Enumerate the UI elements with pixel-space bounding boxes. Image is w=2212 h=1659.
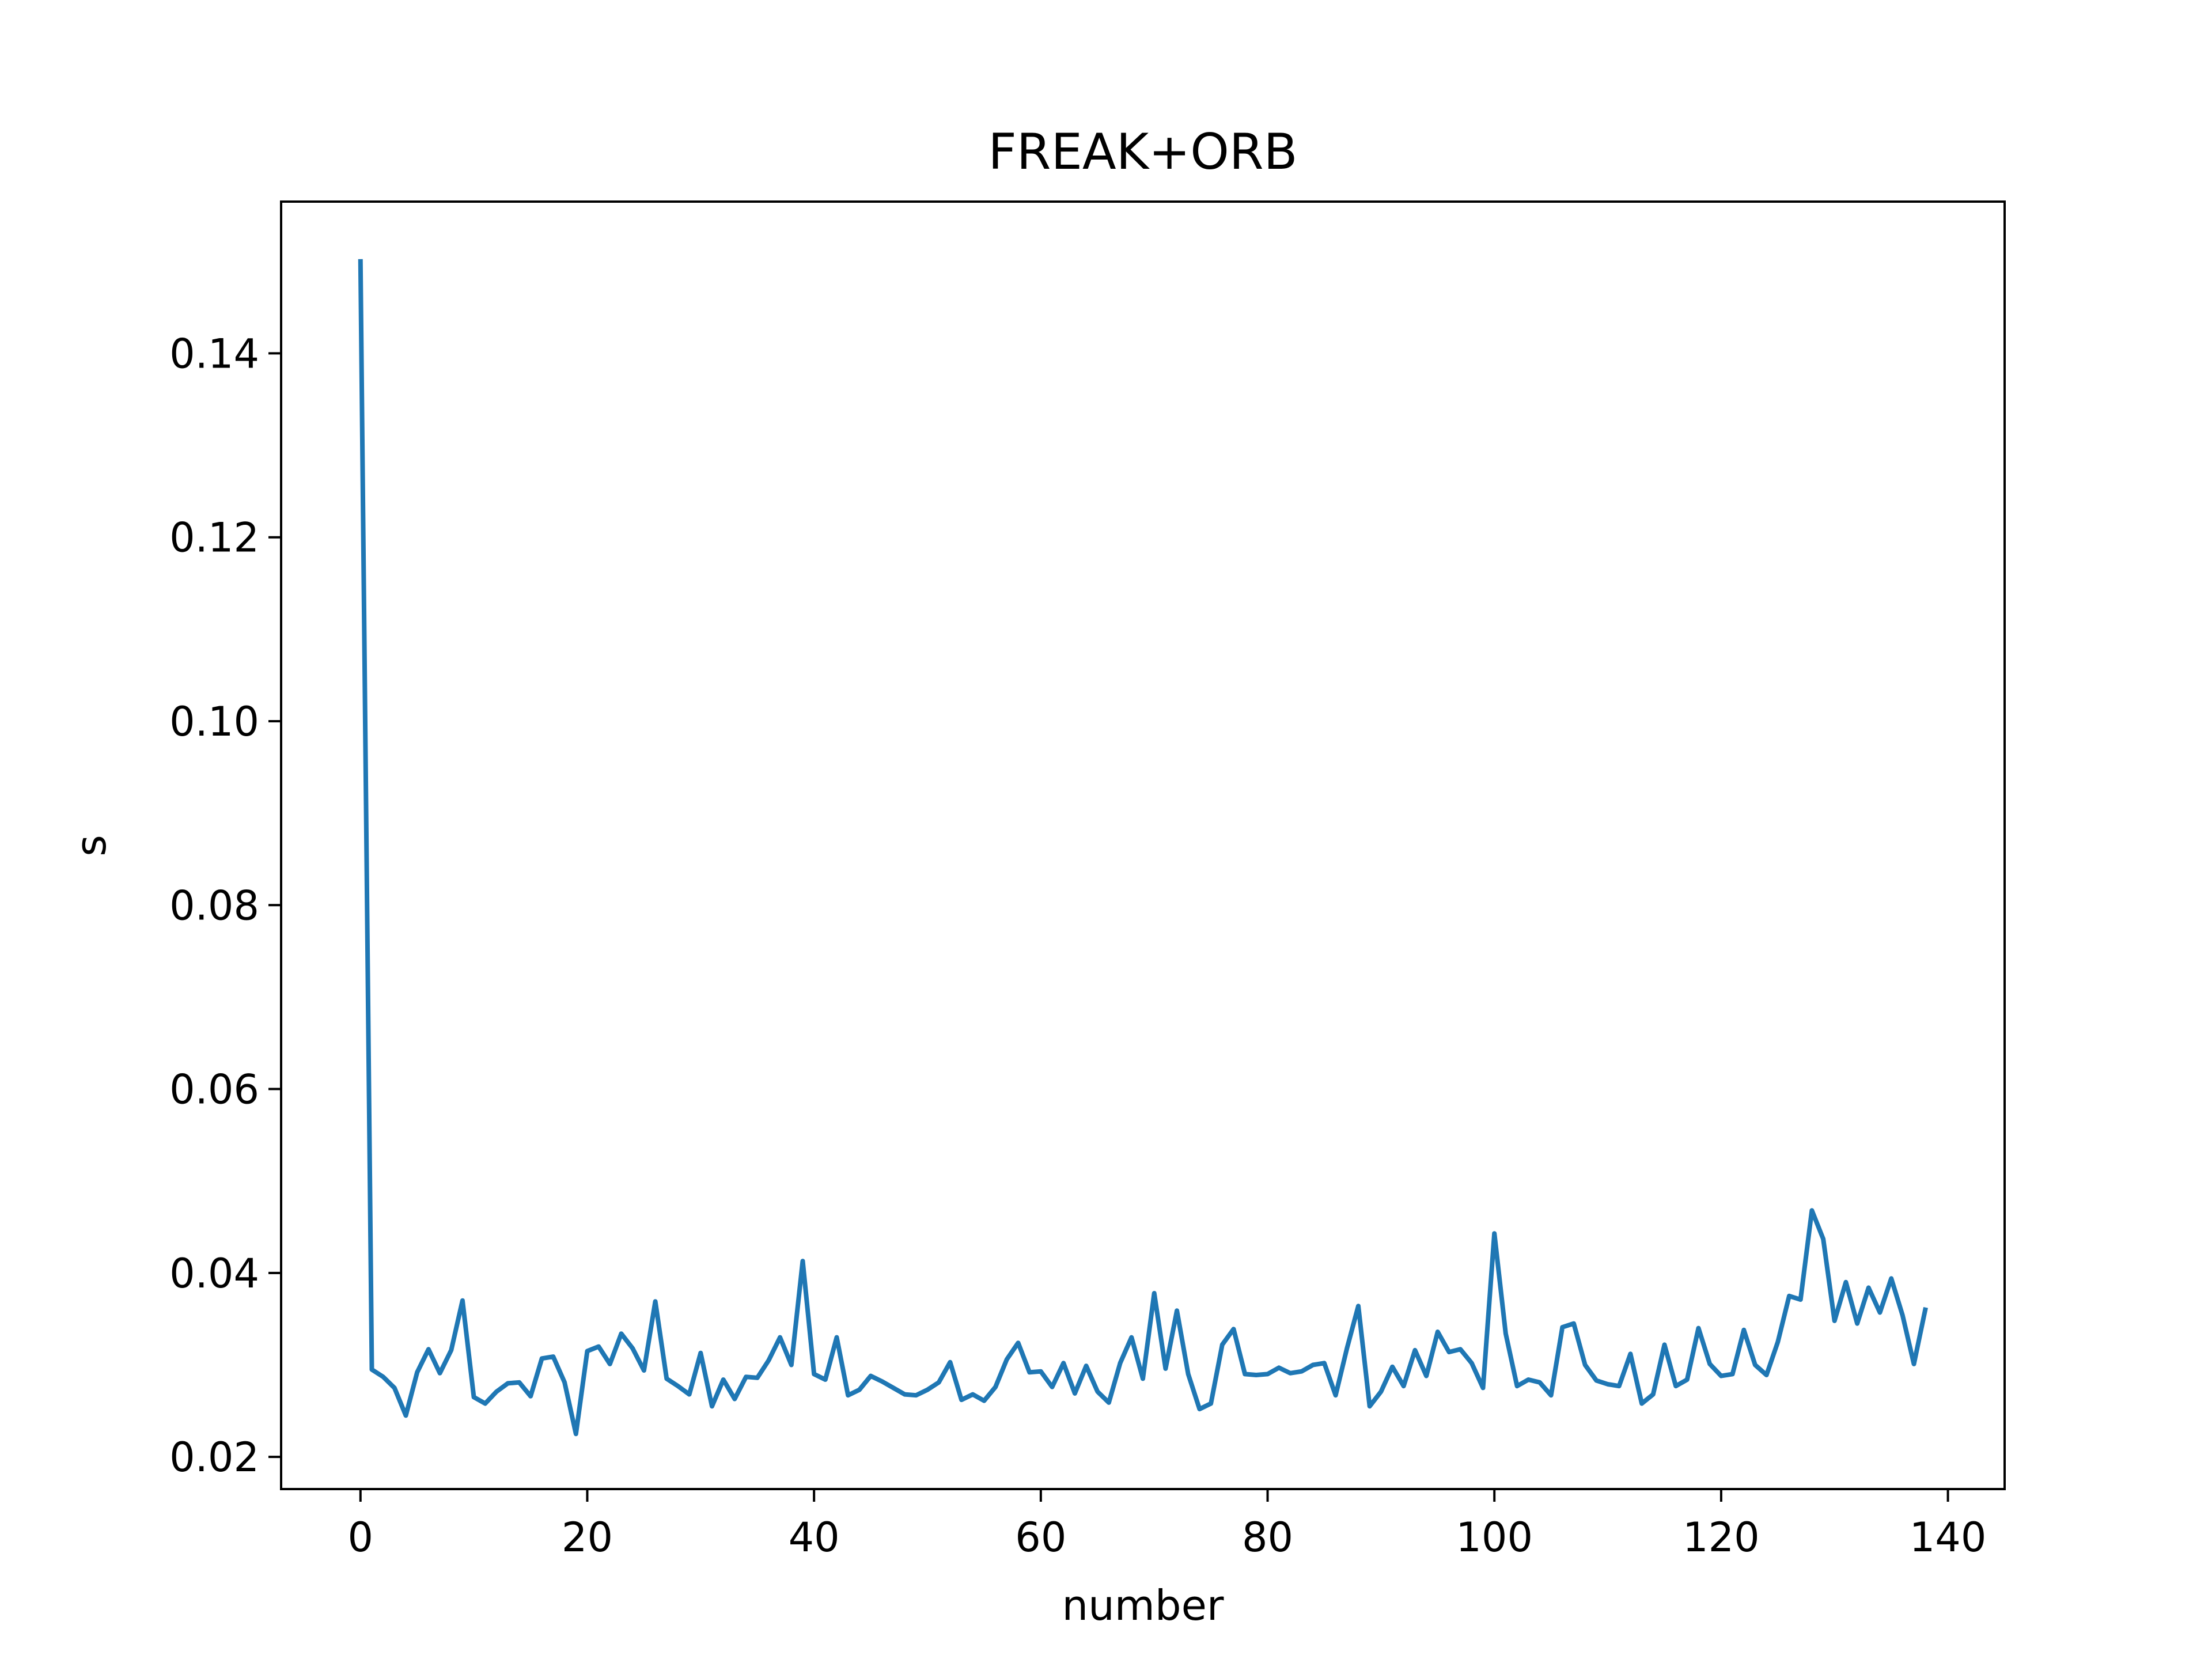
x-axis: 0 20 40 60 80 100 120 140: [348, 1489, 1987, 1561]
x-tick-label: 40: [789, 1514, 840, 1561]
y-tick-label: 0.14: [169, 330, 259, 377]
x-tick-label: 80: [1242, 1514, 1293, 1561]
y-tick-label: 0.08: [169, 882, 259, 929]
series-line: [358, 259, 1928, 1437]
y-axis-label: s: [67, 835, 115, 857]
x-tick-label: 20: [562, 1514, 613, 1561]
plot-area: [358, 259, 1928, 1437]
y-tick-label: 0.02: [169, 1434, 259, 1481]
x-tick-label: 140: [1910, 1514, 1987, 1561]
x-tick-label: 0: [348, 1514, 374, 1561]
x-tick-label: 100: [1456, 1514, 1533, 1561]
y-tick-label: 0.12: [169, 514, 259, 562]
y-tick-label: 0.06: [169, 1066, 259, 1113]
x-axis-label: number: [1062, 1581, 1224, 1630]
chart-title: FREAK+ORB: [988, 123, 1297, 181]
x-tick-label: 60: [1015, 1514, 1066, 1561]
y-tick-label: 0.04: [169, 1250, 259, 1297]
y-tick-label: 0.10: [169, 698, 259, 745]
plot-frame: [280, 200, 2006, 1490]
x-tick-label: 120: [1683, 1514, 1760, 1561]
y-axis: 0.02 0.04 0.06 0.08 0.10 0.12 0.14: [169, 330, 281, 1481]
